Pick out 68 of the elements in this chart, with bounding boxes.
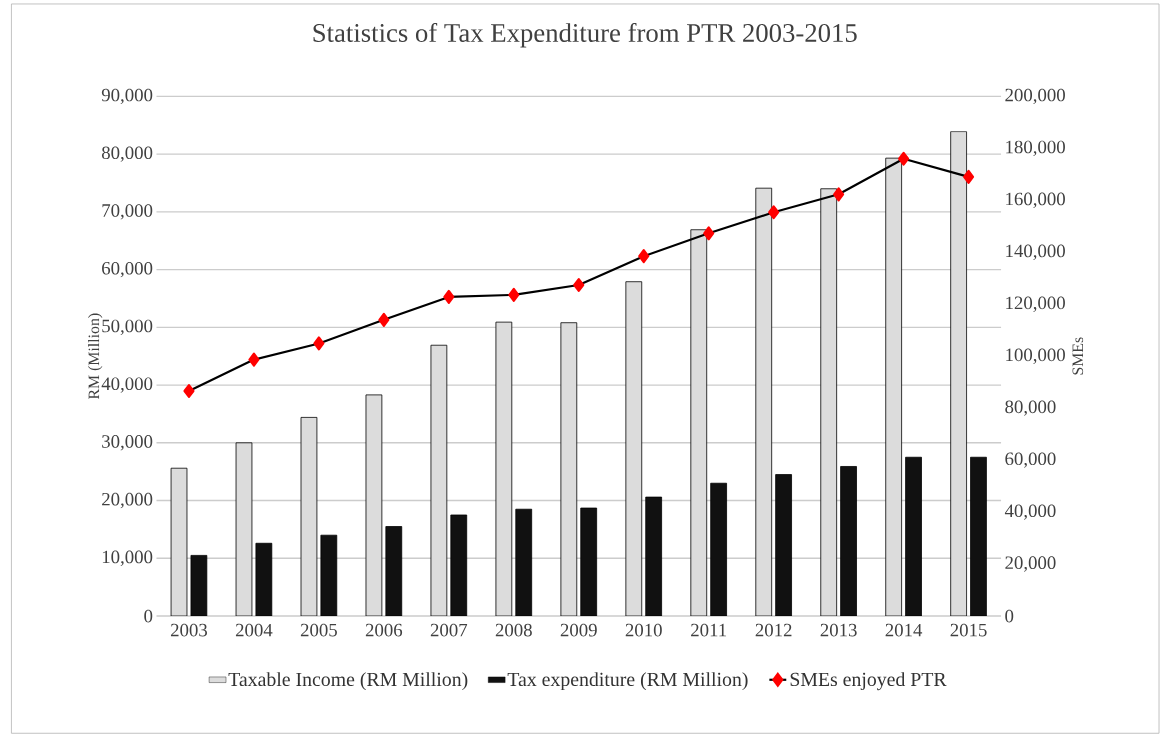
y-tick-label: 30,000 <box>102 434 153 451</box>
point <box>313 336 325 351</box>
point <box>638 249 650 264</box>
legend-label: SMEs enjoyed PTR <box>790 672 947 691</box>
point <box>703 226 715 241</box>
point <box>183 383 195 398</box>
bar <box>905 456 922 616</box>
y2-tick-label: 40,000 <box>1004 504 1056 520</box>
bar <box>970 456 987 616</box>
legend-label: Tax expenditure (RM Million) <box>507 672 748 690</box>
point <box>963 169 975 184</box>
y-tick-label: 60,000 <box>102 261 153 278</box>
y2-tick-label: 0 <box>1005 609 1014 623</box>
point <box>443 289 455 304</box>
point <box>573 277 585 292</box>
point <box>898 151 910 166</box>
bar <box>710 482 727 616</box>
bar <box>690 229 708 616</box>
y-tick-label: 90,000 <box>101 88 153 104</box>
x-tick-label: 2015 <box>950 623 987 637</box>
y2-axis-title: SMEs <box>1072 337 1084 375</box>
y2-tick-label: 180,000 <box>1006 140 1065 156</box>
y2-tick-label: 120,000 <box>1006 296 1065 312</box>
y2-tick-label: 200,000 <box>1005 88 1065 104</box>
point <box>768 205 780 220</box>
y-tick-label: 10,000 <box>102 550 153 566</box>
y-tick-label: 0 <box>144 609 153 623</box>
legend-label: Taxable Income (RM Million) <box>228 672 468 690</box>
y2-tick-label: 80,000 <box>1005 400 1056 416</box>
x-tick-label: 2012 <box>755 623 792 637</box>
x-tick-label: 2004 <box>235 623 273 637</box>
bar <box>645 496 663 616</box>
bar <box>840 465 857 616</box>
bar <box>625 281 643 616</box>
x-tick-label: 2008 <box>495 623 532 637</box>
x-tick-label: 2006 <box>365 623 403 637</box>
y2-tick-label: 160,000 <box>1006 192 1065 208</box>
y2-tick-label: 100,000 <box>1006 348 1065 364</box>
bar <box>515 508 533 616</box>
y-tick-label: 40,000 <box>101 377 153 393</box>
x-tick-label: 2014 <box>885 623 923 637</box>
point <box>248 352 260 367</box>
x-tick-label: 2011 <box>691 623 727 637</box>
bar <box>580 507 598 616</box>
bar <box>775 474 792 616</box>
y2-tick-label: 60,000 <box>1005 452 1056 468</box>
x-tick-label: 2007 <box>430 623 468 637</box>
y-tick-label: 70,000 <box>102 204 153 220</box>
point <box>833 187 845 202</box>
x-tick-label: 2010 <box>625 623 662 637</box>
point <box>508 287 520 302</box>
x-tick-label: 2005 <box>300 623 337 637</box>
bar <box>950 131 967 616</box>
point <box>378 312 390 327</box>
chart-title: Statistics of Tax Expenditure from PTR 2003-2015 <box>313 22 857 48</box>
x-tick-label: 2003 <box>170 623 208 637</box>
y-tick-label: 80,000 <box>101 146 153 162</box>
y-tick-label: 50,000 <box>102 319 153 335</box>
bar <box>450 514 468 616</box>
y-tick-label: 20,000 <box>102 492 153 509</box>
y2-tick-label: 140,000 <box>1006 244 1065 260</box>
bar <box>755 187 773 616</box>
y2-tick-label: 20,000 <box>1005 556 1056 572</box>
x-tick-label: 2013 <box>820 623 857 637</box>
bar <box>385 526 403 616</box>
bar <box>820 188 838 616</box>
bar <box>885 157 903 616</box>
x-tick-label: 2009 <box>560 623 597 637</box>
